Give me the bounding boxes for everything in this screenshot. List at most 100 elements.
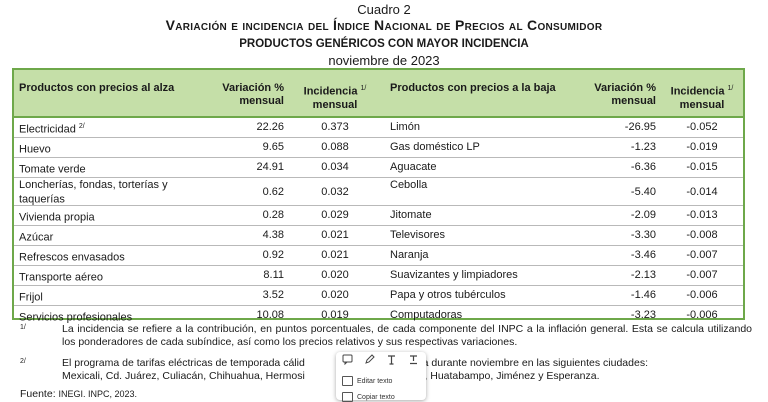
product-down: Gas doméstico LP (390, 141, 480, 153)
copy-text-menu-item[interactable]: Copiar texto (342, 392, 395, 402)
incidence-up: 0.020 (321, 289, 349, 301)
document-title: Variación e incidencia del Índice Nacion… (165, 17, 603, 33)
incidence-down: -0.014 (686, 186, 718, 198)
footnote-2-line-1: El programa de tarifas eléctricas de tem… (62, 357, 648, 369)
variation-up: 22.26 (256, 121, 284, 133)
variation-down: -3.23 (630, 309, 656, 321)
incidence-down: -0.052 (686, 121, 718, 133)
incidence-down: -0.006 (686, 309, 718, 321)
footnote-mark-1: 1/ (20, 324, 26, 331)
product-down: Aguacate (390, 161, 437, 173)
variation-down: -3.30 (630, 229, 656, 241)
incidence-down: -0.006 (686, 289, 718, 301)
product-up: Huevo (19, 143, 51, 156)
col-header-products-down: Productos con precios a la baja (390, 82, 556, 94)
footnote-reference: 2/ (78, 123, 85, 130)
variation-down: -26.95 (624, 121, 656, 133)
product-down: Jitomate (390, 209, 432, 221)
variation-up: 0.62 (262, 186, 284, 198)
product-down: Cebolla (390, 179, 428, 191)
variation-down: -1.23 (630, 141, 656, 153)
variation-down: -1.46 (630, 289, 656, 301)
text-style-icon[interactable] (406, 354, 420, 368)
col-header-incidence-up: Incidencia 1/ mensual (303, 85, 367, 111)
product-down: Limón (390, 121, 420, 133)
pen-icon[interactable] (362, 354, 376, 368)
table-row: Loncherías, fondas, torterías y taquería… (14, 178, 743, 206)
variation-up: 3.52 (262, 289, 284, 301)
period-label: noviembre de 2023 (328, 53, 440, 68)
product-down: Naranja (390, 249, 429, 261)
product-down: Papa y otros tubérculos (390, 289, 506, 301)
incidence-up: 0.021 (321, 229, 349, 241)
variation-up: 10.08 (256, 309, 284, 321)
variation-down: -3.46 (630, 249, 656, 261)
col-header-variation-up: Variación % mensual (222, 82, 284, 107)
table-row: Azúcar 4.38 0.021 Televisores -3.30 -0.008 (14, 226, 743, 246)
table-row: Tomate verde 24.91 0.034 Aguacate -6.36 -0.01… (14, 158, 743, 178)
incidence-up: 0.019 (321, 309, 349, 321)
source-value: INEGI. INPC, 2023. (58, 389, 138, 399)
variation-up: 0.92 (262, 249, 284, 261)
variation-down: -6.36 (630, 161, 656, 173)
table-row: Vivienda propia 0.28 0.029 Jitomate -2.09 -0.… (14, 206, 743, 226)
col-header-variation-down: Variación % mensual (594, 82, 656, 107)
product-up: Servicios profesionales (19, 311, 133, 324)
source-note: Fuente: INEGI. INPC, 2023. (20, 388, 137, 400)
variation-up: 8.11 (263, 269, 284, 281)
product-up: Transporte aéreo (19, 271, 103, 284)
variation-down: -2.09 (630, 209, 656, 221)
product-up: Electricidad 2/ (19, 123, 85, 136)
table-row: Servicios profesionales 10.08 0.019 Computa… (14, 306, 743, 325)
table-body: Electricidad 2/22.26 0.373 Limón -26.95 -0.05… (14, 118, 743, 325)
source-label: Fuente: (20, 388, 56, 400)
text-cursor-icon[interactable] (384, 354, 398, 368)
product-down: Televisores (390, 229, 446, 241)
variation-down: -2.13 (630, 269, 656, 281)
table-number: Cuadro 2 (357, 2, 411, 17)
table-row: Transporte aéreo 8.11 0.020 Suavizantes y l… (14, 266, 743, 286)
edit-text-icon (342, 376, 353, 386)
table-row: Huevo 9.65 0.088 Gas doméstico LP -1.23 -0.01… (14, 138, 743, 158)
incidence-up: 0.032 (321, 186, 349, 198)
incidence-down: -0.019 (686, 141, 718, 153)
incidence-up: 0.020 (321, 269, 349, 281)
product-up: Tomate verde (19, 163, 86, 176)
table-row: Refrescos envasados 0.92 0.021 Naranja -3.46… (14, 246, 743, 266)
product-up: Azúcar (19, 231, 54, 244)
incidence-table: Productos con precios al alza Variación … (12, 68, 745, 324)
incidence-up: 0.373 (321, 121, 349, 133)
copy-text-icon (342, 392, 353, 402)
product-down: Suavizantes y limpiadores (390, 269, 518, 281)
document-subtitle: PRODUCTOS GENÉRICOS CON MAYOR INCIDENCIA (239, 38, 529, 50)
variation-down: -5.40 (630, 186, 656, 198)
incidence-up: 0.034 (321, 161, 349, 173)
incidence-down: -0.008 (686, 229, 718, 241)
edit-text-menu-item[interactable]: Editar texto (342, 376, 392, 386)
variation-up: 4.38 (262, 229, 284, 241)
variation-up: 0.28 (262, 209, 284, 221)
incidence-down: -0.013 (686, 209, 718, 221)
incidence-up: 0.088 (321, 141, 349, 153)
incidence-down: -0.015 (686, 161, 718, 173)
incidence-up: 0.021 (321, 249, 349, 261)
product-up: Loncherías, fondas, torterías y taquería… (19, 179, 168, 206)
col-header-products-up: Productos con precios al alza (19, 82, 175, 94)
comment-icon[interactable] (340, 354, 354, 368)
table-header: Productos con precios al alza Variación … (14, 70, 743, 118)
product-down: Computadoras (390, 309, 463, 321)
table-row: Electricidad 2/22.26 0.373 Limón -26.95 -0.05… (14, 118, 743, 138)
product-up: Refrescos envasados (19, 251, 125, 264)
footnote-mark-2: 2/ (20, 358, 26, 365)
variation-up: 9.65 (262, 141, 284, 153)
incidence-down: -0.007 (686, 249, 718, 261)
product-up: Vivienda propia (19, 211, 95, 224)
table-row: Frijol 3.52 0.020 Papa y otros tubérculos -1… (14, 286, 743, 306)
incidence-down: -0.007 (686, 269, 718, 281)
incidence-up: 0.029 (321, 209, 349, 221)
variation-up: 24.91 (256, 161, 284, 173)
product-up: Frijol (19, 291, 43, 304)
col-header-incidence-down: Incidencia 1/ mensual (670, 85, 734, 111)
footnote-text-1: La incidencia se refiere a la contribuci… (62, 323, 752, 348)
text-edit-popup[interactable]: Editar texto Copiar texto (336, 352, 426, 402)
